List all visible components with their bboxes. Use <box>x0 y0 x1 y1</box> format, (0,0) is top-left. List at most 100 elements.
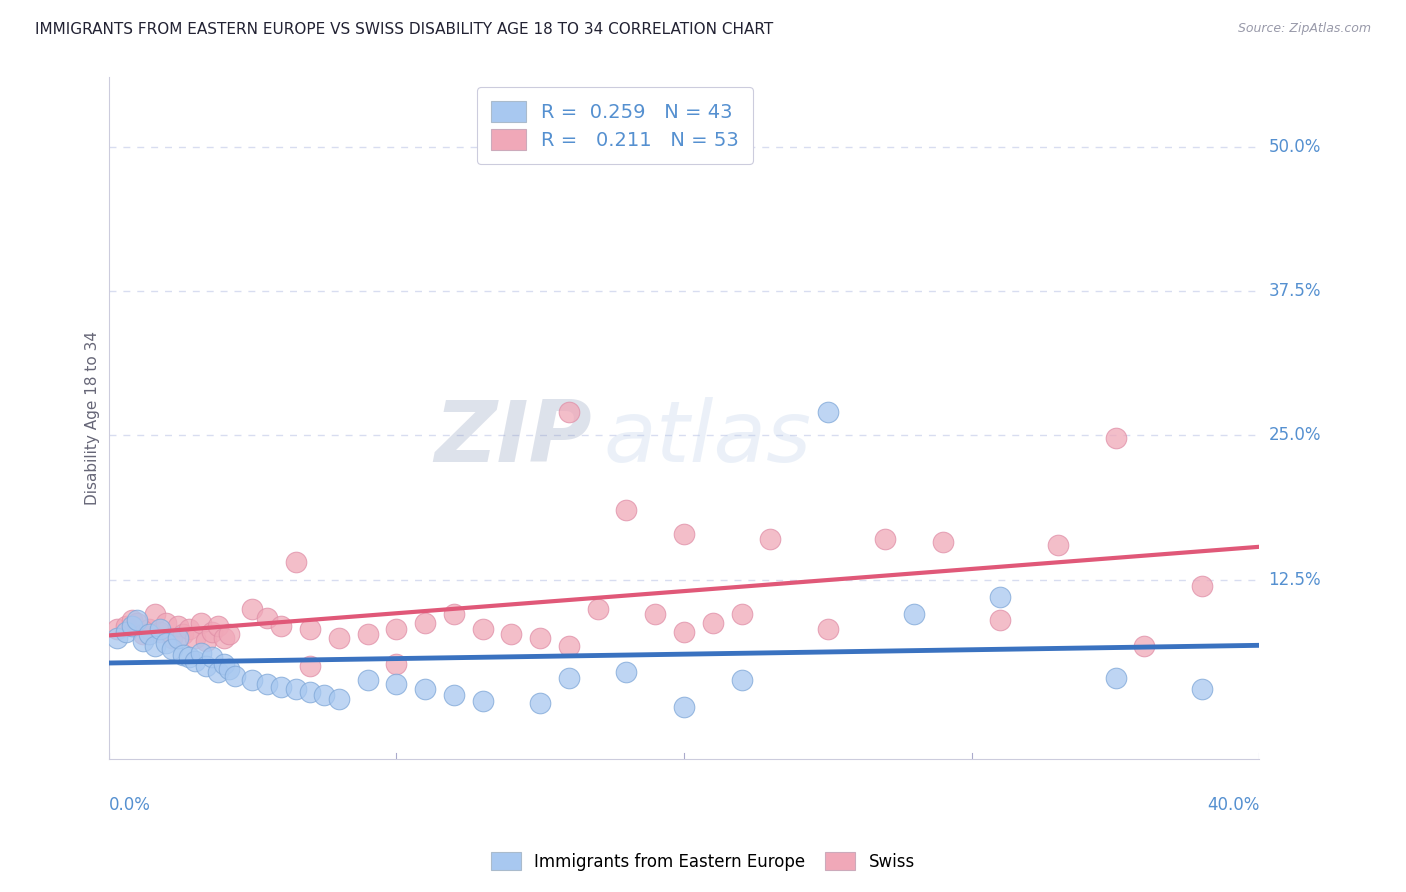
Point <box>616 665 638 680</box>
Point <box>385 677 408 691</box>
Point <box>218 627 240 641</box>
Point <box>1191 578 1213 592</box>
Point <box>149 623 172 637</box>
Point <box>270 619 292 633</box>
Text: Source: ZipAtlas.com: Source: ZipAtlas.com <box>1237 22 1371 36</box>
Point <box>730 607 752 622</box>
Point <box>115 624 138 639</box>
Point <box>212 631 235 645</box>
Point <box>127 613 149 627</box>
Point <box>644 607 666 622</box>
Point <box>471 623 494 637</box>
Point <box>138 623 160 637</box>
Point <box>284 682 307 697</box>
Point <box>190 615 212 630</box>
Point <box>558 671 581 685</box>
Point <box>586 601 609 615</box>
Point <box>179 650 201 665</box>
Point <box>385 657 408 671</box>
Point <box>1104 431 1126 445</box>
Point <box>121 619 143 633</box>
Point <box>413 615 436 630</box>
Point <box>932 534 955 549</box>
Point <box>149 624 172 639</box>
Point <box>990 613 1012 627</box>
Text: 50.0%: 50.0% <box>1268 137 1322 156</box>
Point <box>172 627 194 641</box>
Point <box>990 590 1012 604</box>
Point <box>672 624 695 639</box>
Point <box>529 631 551 645</box>
Point <box>413 682 436 697</box>
Point <box>270 680 292 694</box>
Point <box>443 688 465 702</box>
Point <box>730 673 752 688</box>
Point <box>166 619 188 633</box>
Point <box>328 631 350 645</box>
Point <box>1104 671 1126 685</box>
Point <box>201 624 224 639</box>
Point <box>132 627 155 641</box>
Point <box>105 623 128 637</box>
Point <box>284 556 307 570</box>
Point <box>155 636 177 650</box>
Point <box>155 615 177 630</box>
Point <box>817 623 839 637</box>
Point <box>256 611 278 625</box>
Legend: R =  0.259   N = 43, R =   0.211   N = 53: R = 0.259 N = 43, R = 0.211 N = 53 <box>477 87 752 163</box>
Point <box>328 691 350 706</box>
Text: ZIP: ZIP <box>434 397 592 480</box>
Point <box>356 673 378 688</box>
Point <box>672 526 695 541</box>
Point <box>160 631 183 645</box>
Point <box>875 533 897 547</box>
Point <box>160 642 183 657</box>
Point <box>224 668 246 682</box>
Point <box>558 405 581 419</box>
Point <box>356 627 378 641</box>
Point <box>179 623 201 637</box>
Text: 25.0%: 25.0% <box>1268 426 1322 444</box>
Point <box>121 613 143 627</box>
Text: 0.0%: 0.0% <box>108 797 150 814</box>
Point <box>443 607 465 622</box>
Point <box>242 673 264 688</box>
Point <box>218 662 240 676</box>
Legend: Immigrants from Eastern Europe, Swiss: Immigrants from Eastern Europe, Swiss <box>482 844 924 880</box>
Point <box>190 646 212 660</box>
Point <box>817 405 839 419</box>
Point <box>702 615 724 630</box>
Point <box>143 639 166 653</box>
Point <box>1046 538 1069 552</box>
Point <box>242 601 264 615</box>
Point <box>115 619 138 633</box>
Point <box>172 648 194 662</box>
Text: 37.5%: 37.5% <box>1268 282 1322 300</box>
Text: 12.5%: 12.5% <box>1268 571 1322 589</box>
Point <box>1133 639 1156 653</box>
Point <box>184 631 207 645</box>
Point <box>759 533 782 547</box>
Point <box>195 659 218 673</box>
Point <box>616 503 638 517</box>
Point <box>201 650 224 665</box>
Point <box>132 634 155 648</box>
Point <box>385 623 408 637</box>
Point <box>558 639 581 653</box>
Point <box>298 685 321 699</box>
Point <box>166 631 188 645</box>
Y-axis label: Disability Age 18 to 34: Disability Age 18 to 34 <box>86 331 100 505</box>
Point <box>314 688 336 702</box>
Point <box>529 697 551 711</box>
Text: IMMIGRANTS FROM EASTERN EUROPE VS SWISS DISABILITY AGE 18 TO 34 CORRELATION CHAR: IMMIGRANTS FROM EASTERN EUROPE VS SWISS … <box>35 22 773 37</box>
Point <box>138 627 160 641</box>
Point <box>184 654 207 668</box>
Point <box>256 677 278 691</box>
Point <box>143 607 166 622</box>
Point <box>1191 682 1213 697</box>
Point <box>127 615 149 630</box>
Text: atlas: atlas <box>603 397 811 480</box>
Point <box>471 694 494 708</box>
Point <box>212 657 235 671</box>
Point <box>298 659 321 673</box>
